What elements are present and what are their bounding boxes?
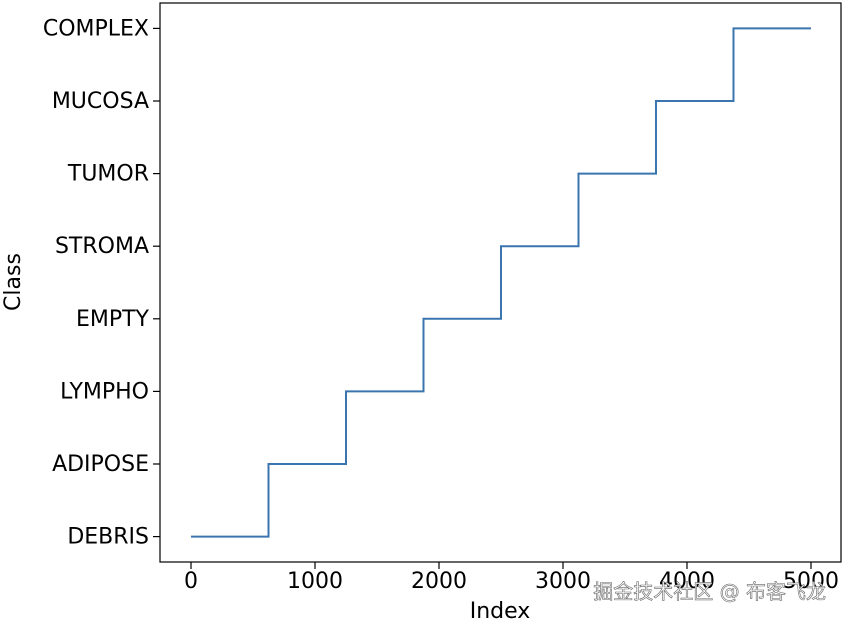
- y-tick-label: STROMA: [55, 234, 149, 259]
- x-tick-label: 0: [184, 569, 198, 594]
- x-tick-label: 4000: [659, 569, 715, 594]
- y-tick-label: TUMOR: [67, 162, 149, 187]
- y-tick-label: ADIPOSE: [52, 452, 149, 477]
- x-tick-label: 5000: [783, 569, 839, 594]
- watermark: 掘金技术社区 @ 布客飞龙: [593, 580, 826, 604]
- y-tick-label: LYMPHO: [60, 379, 149, 404]
- x-tick-label: 2000: [411, 569, 467, 594]
- plot-frame: [159, 2, 842, 563]
- x-tick-label: 3000: [535, 569, 591, 594]
- x-axis-label: Index: [470, 599, 531, 624]
- y-axis-label: Class: [1, 253, 26, 311]
- y-tick-label: EMPTY: [76, 307, 150, 332]
- x-tick-label: 1000: [287, 569, 343, 594]
- y-tick-label: MUCOSA: [52, 89, 149, 114]
- y-tick-label: DEBRIS: [67, 525, 149, 550]
- y-tick-label: COMPLEX: [43, 16, 149, 41]
- line: [191, 27, 811, 538]
